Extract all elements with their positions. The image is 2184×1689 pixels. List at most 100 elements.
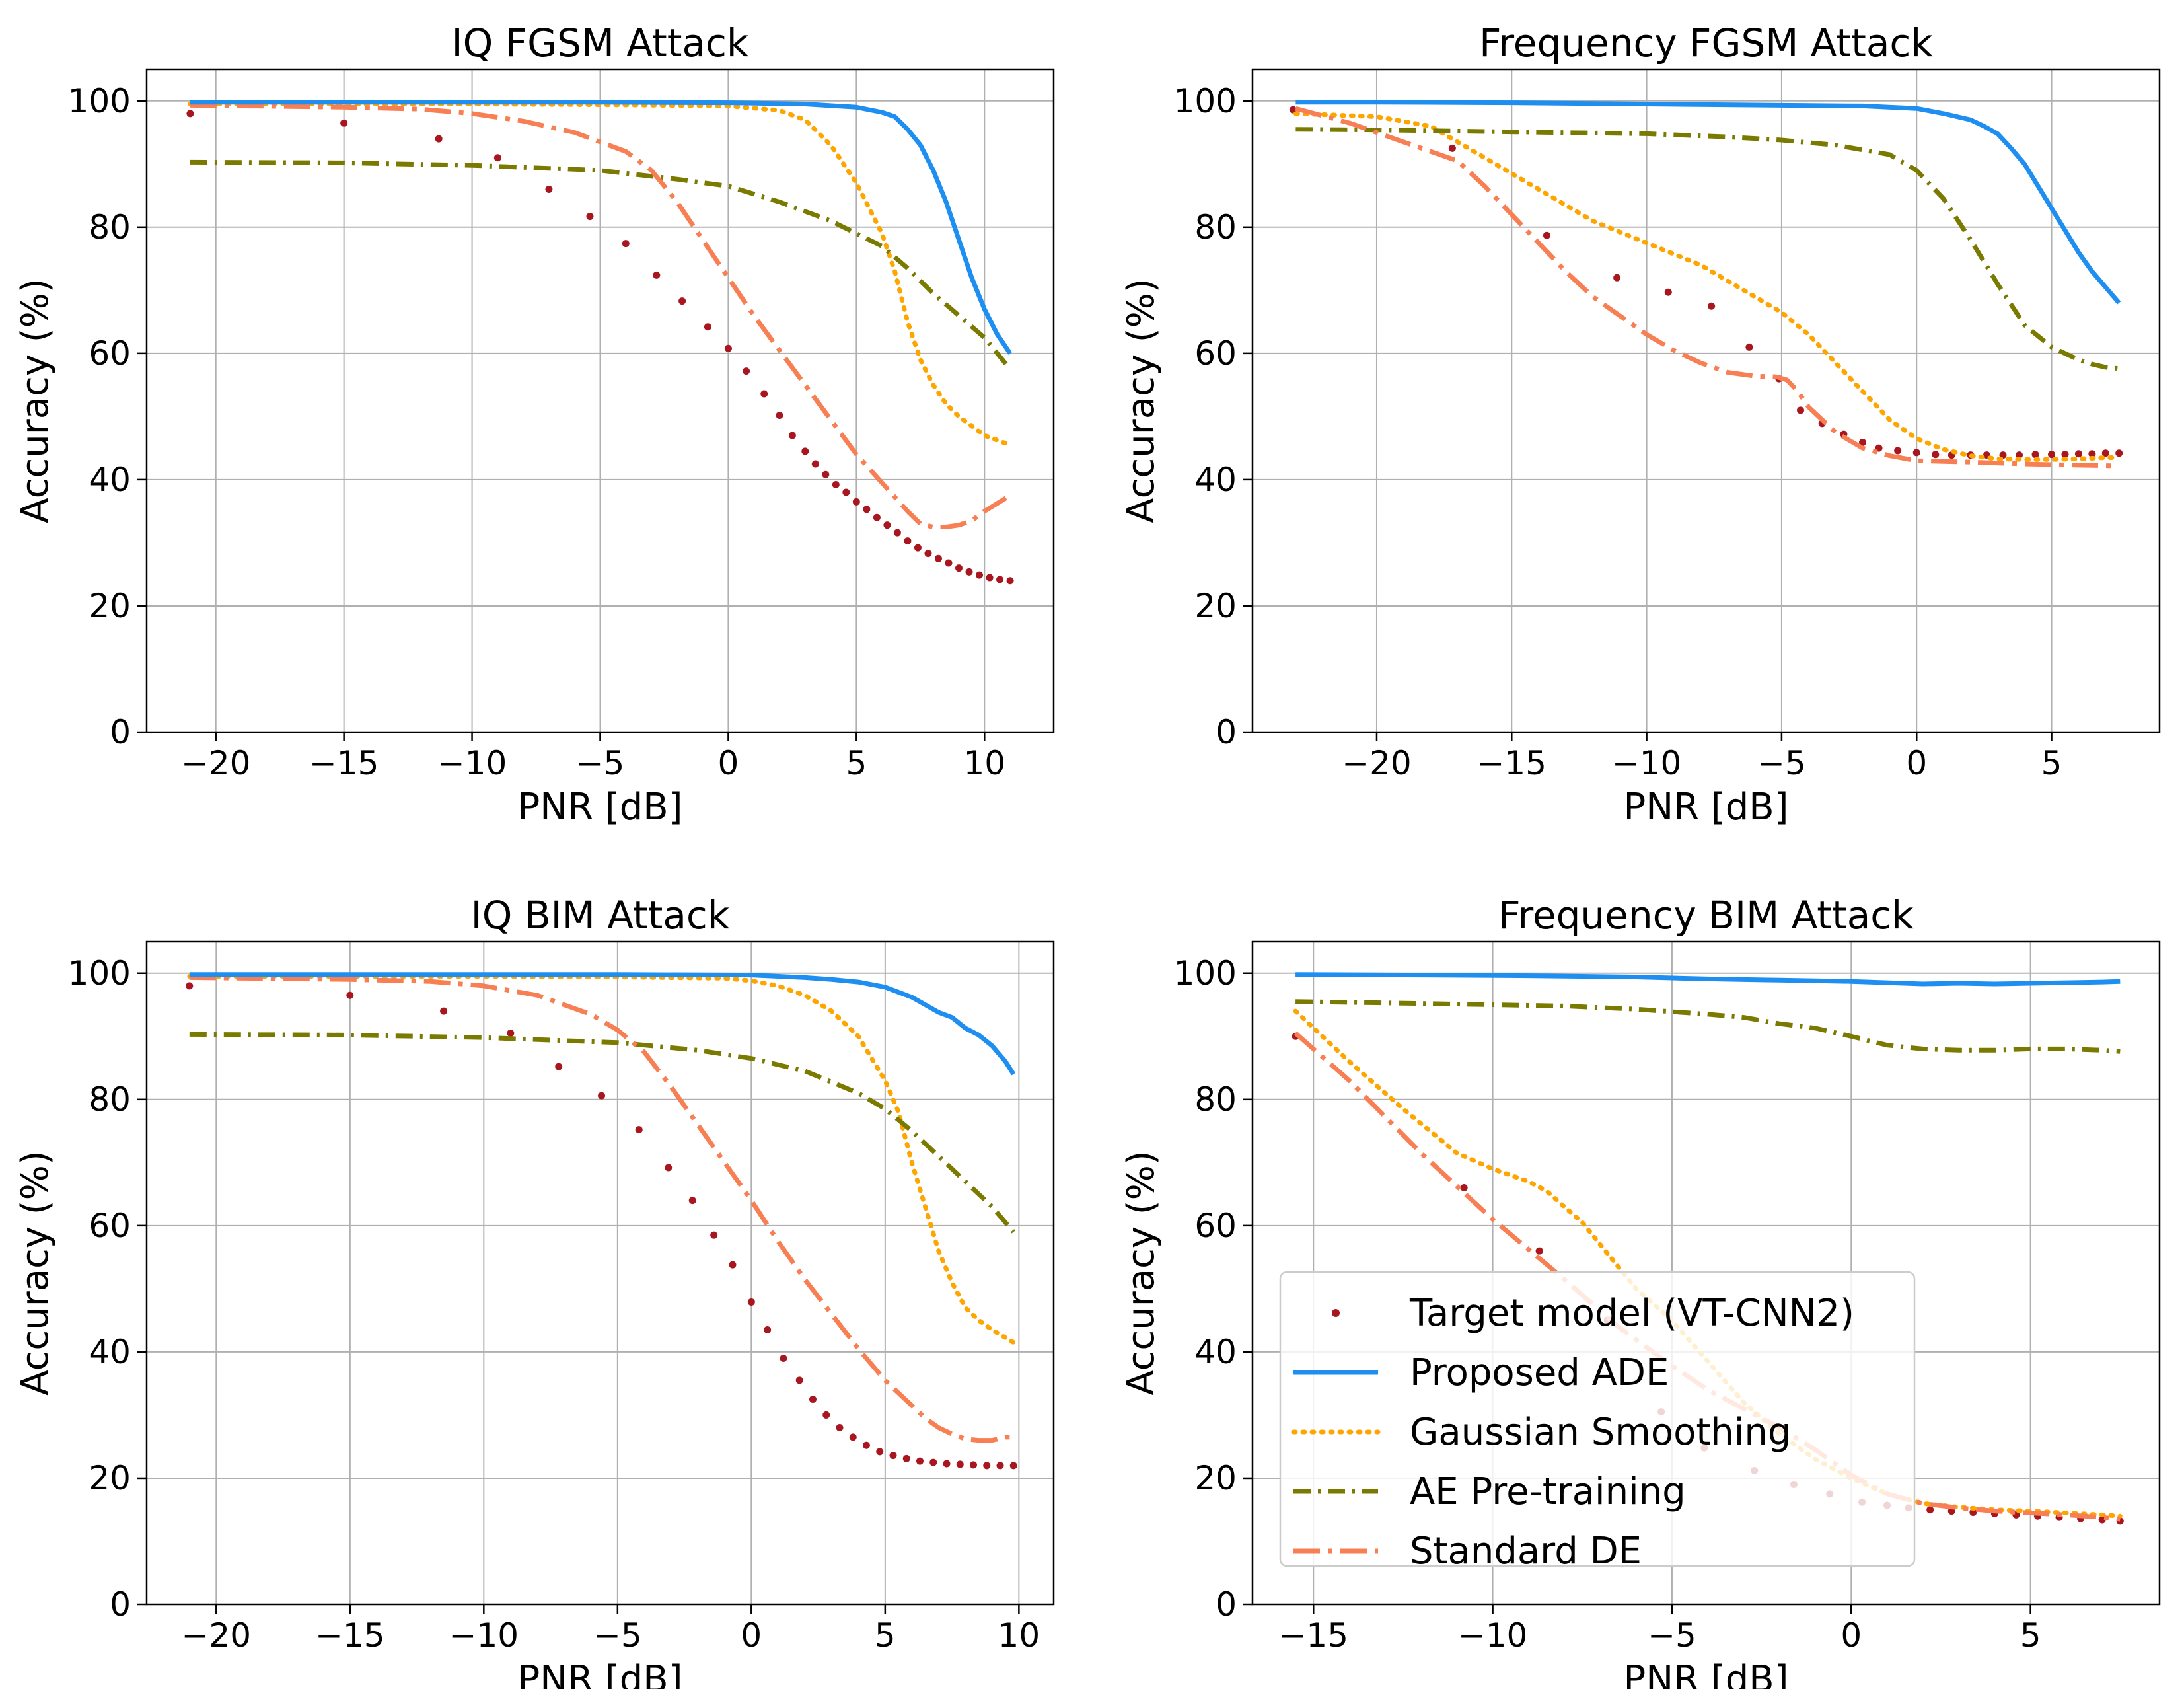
y-tick-label: 60: [1194, 1207, 1237, 1245]
series-layer: [1289, 100, 2123, 469]
data-point-target: [1460, 1184, 1468, 1192]
data-point-target: [653, 271, 661, 279]
data-point-target: [929, 1458, 937, 1466]
y-tick-label: 80: [1194, 208, 1237, 246]
data-point-target: [788, 432, 796, 439]
data-point-target: [710, 1231, 718, 1239]
data-point-target: [863, 506, 871, 513]
data-point-target: [186, 110, 194, 118]
series-line-sde: [1295, 106, 2119, 469]
data-point-target: [945, 559, 953, 567]
data-point-target: [1009, 1462, 1017, 1470]
series-line-gauss: [1293, 111, 2122, 462]
series-layer: [186, 100, 1014, 585]
series-line-gauss: [188, 102, 1013, 447]
series-line-ade: [190, 100, 1012, 355]
chart-title: Frequency FGSM Attack: [1479, 20, 1933, 65]
y-axis-label: Accuracy (%): [1120, 278, 1163, 523]
data-point-target: [493, 154, 501, 162]
y-tick-label: 40: [89, 1333, 131, 1371]
x-tick-label: −10: [449, 1616, 519, 1655]
y-tick-label: 100: [1174, 82, 1237, 120]
data-point-target: [435, 135, 443, 143]
y-tick-label: 80: [89, 208, 131, 246]
y-tick-label: 60: [1194, 334, 1237, 373]
x-tick-label: 0: [741, 1616, 762, 1655]
data-point-target: [665, 1164, 673, 1172]
data-point-target: [507, 1030, 515, 1037]
chart-panel-2: −20 −15 −10 −5 0 5 0 20 40 60 80 100 Frequency FGSM …: [1120, 20, 2161, 829]
data-point-target: [801, 447, 809, 455]
legend-box: [1279, 1271, 1916, 1567]
data-point-target: [1448, 144, 1456, 152]
x-tick-label: −15: [1278, 1616, 1348, 1655]
data-point-target: [1926, 1506, 1934, 1514]
data-point-target: [724, 344, 732, 352]
x-tick-label: 0: [1840, 1616, 1862, 1655]
y-tick-label: 20: [1194, 587, 1237, 625]
y-axis-label: Accuracy (%): [14, 278, 57, 523]
data-point-target: [1613, 274, 1621, 282]
y-tick-label: 60: [89, 334, 131, 373]
data-point-target: [956, 1460, 964, 1468]
x-tick-label: 5: [2041, 744, 2062, 782]
x-axis-label: PNR [dB]: [517, 786, 682, 829]
data-point-target: [764, 1326, 772, 1333]
data-point-target: [2061, 451, 2069, 459]
series-line-sde: [190, 102, 1011, 529]
data-point-target: [876, 1448, 884, 1456]
y-tick-label: 20: [89, 1459, 131, 1497]
y-tick-label: 0: [110, 713, 131, 751]
data-point-target: [586, 213, 594, 221]
data-point-target: [1006, 577, 1014, 585]
data-point-target: [955, 564, 963, 572]
data-point-target: [934, 554, 942, 562]
x-tick-label: 10: [963, 744, 1005, 782]
legend-label-target: Target model (VT-CNN2): [1409, 1292, 1854, 1335]
x-tick-label: −20: [181, 744, 251, 782]
chart-title: IQ BIM Attack: [471, 893, 730, 938]
legend-label-sde: Standard DE: [1410, 1530, 1642, 1573]
data-point-target: [862, 1441, 870, 1449]
data-point-target: [996, 1462, 1004, 1470]
data-point-target: [760, 390, 768, 398]
data-point-target: [883, 521, 891, 529]
y-tick-label: 100: [1174, 954, 1237, 993]
data-point-target: [996, 576, 1004, 583]
data-point-target: [1745, 343, 1753, 351]
data-point-target: [976, 571, 984, 579]
y-tick-label: 0: [1216, 1585, 1237, 1624]
plot-area: [147, 942, 1054, 1604]
data-point-target: [1932, 451, 1940, 459]
x-tick-label: 5: [2020, 1616, 2041, 1655]
x-tick-label: 10: [998, 1616, 1040, 1655]
y-tick-label: 20: [1194, 1459, 1237, 1497]
x-tick-label: 5: [875, 1616, 896, 1655]
data-point-target: [1894, 447, 1902, 455]
chart-panel-4: −15 −10 −5 0 5 0 20 40 60 80 100 Frequency BIM Atta…: [1120, 893, 2161, 1689]
x-tick-label: −15: [315, 1616, 385, 1655]
y-tick-label: 80: [89, 1080, 131, 1119]
data-point-target: [822, 1411, 830, 1419]
data-point-target: [2074, 450, 2082, 458]
data-point-target: [2048, 451, 2056, 459]
data-point-target: [2088, 450, 2096, 458]
series-line-ade: [189, 972, 1016, 1076]
y-tick-label: 40: [1194, 461, 1237, 499]
x-tick-label: 0: [1906, 744, 1927, 782]
axes-frame: [1251, 68, 2161, 733]
legend-label-ade: Proposed ADE: [1410, 1351, 1669, 1394]
x-tick-label: −15: [1477, 744, 1547, 782]
x-tick-label: −20: [182, 1616, 252, 1655]
series-line-ade: [1295, 100, 2121, 305]
data-point-target: [832, 481, 840, 489]
x-tick-label: −5: [1757, 744, 1806, 782]
data-point-target: [1912, 449, 1920, 457]
x-tick-label: 5: [846, 744, 867, 782]
data-point-target: [1859, 439, 1867, 447]
y-tick-label: 0: [1216, 713, 1237, 751]
data-point-target: [914, 544, 922, 552]
chart-title: Frequency BIM Attack: [1498, 893, 1914, 938]
series-line-ade: [1295, 972, 2121, 987]
